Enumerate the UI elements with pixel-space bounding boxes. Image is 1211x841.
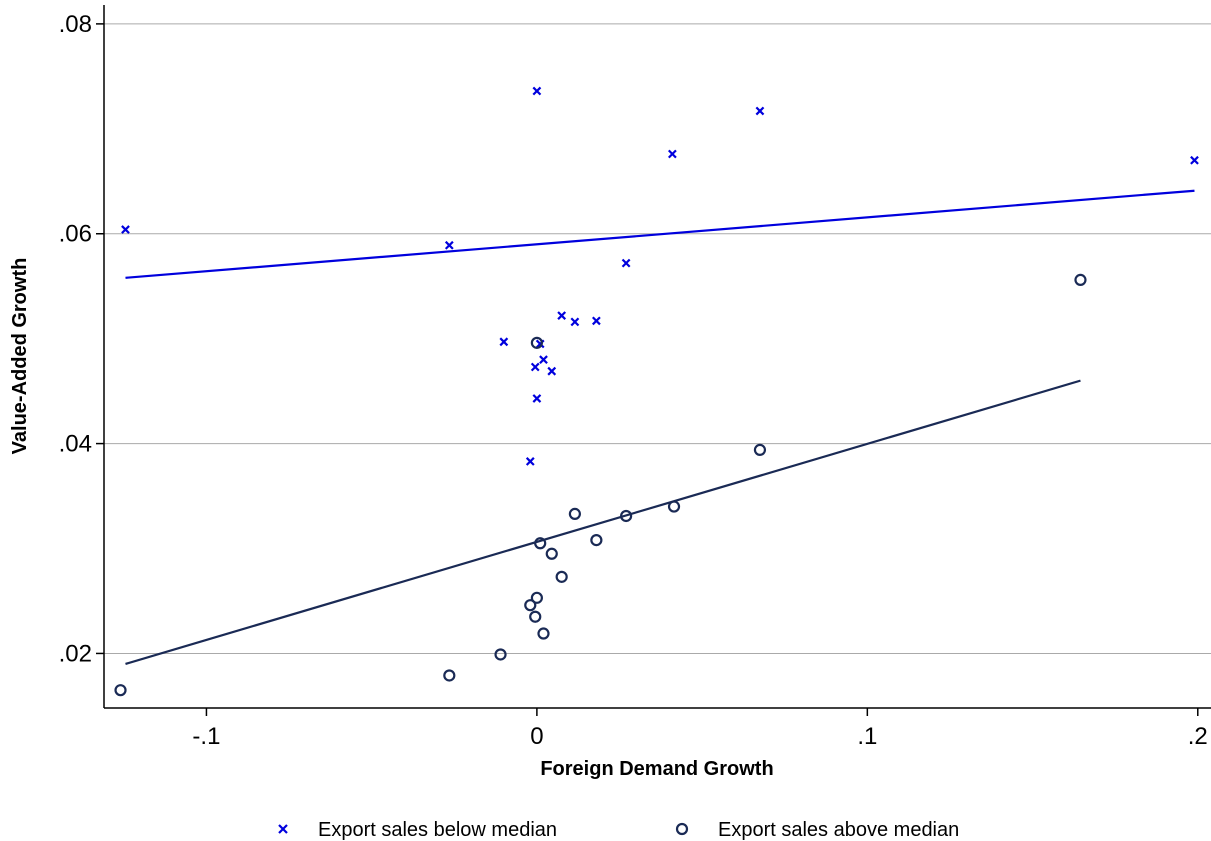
point-below-median [557, 311, 567, 320]
axes [103, 5, 1211, 709]
x-tick-label: -.1 [192, 723, 220, 750]
point-below-median [539, 355, 548, 365]
tick-marks-and-labels: .02 .04 .06 .08 -.1 0 .1 .2 [59, 11, 1208, 750]
point-above-median [529, 610, 542, 623]
point-below-median [547, 366, 557, 376]
point-above-median [568, 507, 581, 520]
x-tick-label: .2 [1188, 723, 1208, 750]
point-above-median [667, 500, 681, 513]
point-below-median [621, 258, 631, 268]
y-tick-label: .02 [59, 640, 92, 667]
y-axis-title: Value-Added Growth [9, 258, 31, 455]
point-above-median [545, 547, 558, 560]
point-above-median [620, 509, 633, 523]
point-above-median [524, 599, 537, 612]
point-below-median [532, 86, 542, 96]
point-below-median [570, 317, 580, 327]
point-below-median [591, 316, 601, 326]
x-tick-label: .1 [857, 723, 877, 750]
legend-label-below: Export sales below median [318, 819, 557, 841]
legend-marker-below [278, 824, 288, 834]
x-tick-label: 0 [530, 723, 543, 750]
point-below-median [667, 149, 677, 159]
point-above-median [590, 534, 603, 547]
legend-label-above: Export sales above median [718, 819, 959, 841]
point-below-median [121, 225, 130, 234]
x-axis-title: Foreign Demand Growth [540, 758, 773, 780]
point-below-median [755, 106, 765, 116]
point-above-median [534, 537, 547, 550]
point-below-median [525, 457, 535, 466]
point-above-median [114, 684, 127, 697]
point-above-median [753, 443, 767, 456]
data-points [114, 86, 1199, 697]
fit-line-below-median [125, 189, 1195, 279]
point-below-median [1190, 155, 1199, 165]
point-below-median [530, 362, 540, 372]
fit-lines [125, 189, 1195, 665]
point-above-median [530, 336, 543, 349]
point-below-median [532, 394, 542, 403]
point-below-median [499, 337, 509, 347]
y-tick-label: .04 [59, 431, 92, 458]
point-above-median [555, 570, 568, 583]
y-tick-label: .08 [59, 11, 92, 38]
y-tick-label: .06 [59, 221, 92, 248]
point-above-median [443, 669, 456, 682]
legend-marker-above [675, 822, 689, 836]
point-below-median [444, 240, 454, 250]
point-above-median [530, 591, 543, 604]
point-above-median [1074, 273, 1087, 287]
fit-line-above-median [125, 379, 1081, 665]
legend: Export sales below median Export sales a… [278, 819, 959, 841]
point-above-median [537, 627, 550, 640]
point-above-median [494, 648, 507, 661]
